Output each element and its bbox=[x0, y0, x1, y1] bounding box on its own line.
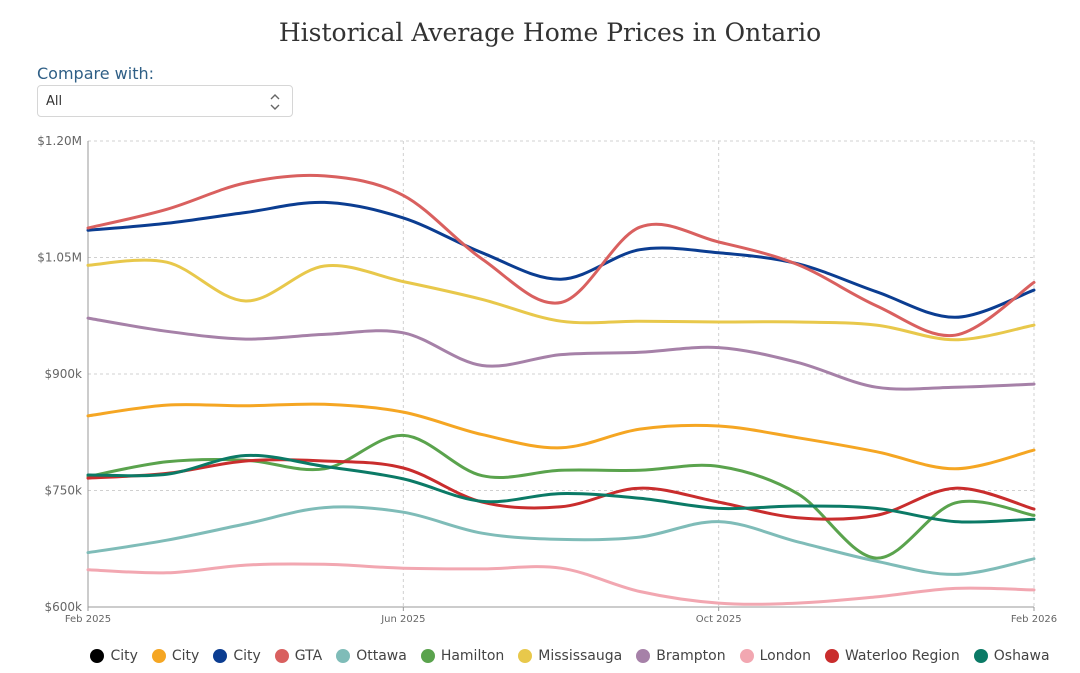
series-line-brampton-7[interactable] bbox=[86, 316, 1036, 391]
compare-select[interactable]: All bbox=[37, 85, 293, 117]
y-tick-label: $1.20M bbox=[37, 134, 82, 148]
y-tick-label: $600k bbox=[45, 600, 83, 614]
y-tick-label: $750k bbox=[45, 484, 83, 498]
legend-item[interactable]: Mississauga bbox=[518, 648, 622, 664]
legend-swatch-icon bbox=[420, 649, 435, 663]
legend-item[interactable]: Waterloo Region bbox=[824, 648, 960, 664]
legend: City City City GTA Ottawa Hamilton Mississauga… bbox=[90, 646, 1050, 666]
legend-label: Oshawa bbox=[993, 648, 1050, 664]
y-tick-label: $900k bbox=[45, 367, 83, 381]
series-line-ottawa-4[interactable] bbox=[86, 505, 1036, 576]
series-line-gta-3[interactable] bbox=[86, 173, 1036, 338]
legend-item[interactable]: Hamilton bbox=[420, 648, 505, 664]
legend-swatch-icon bbox=[739, 649, 754, 663]
x-tick-label: Feb 2025 bbox=[65, 614, 111, 625]
legend-item[interactable]: City bbox=[90, 648, 138, 664]
series-line-city-2[interactable] bbox=[86, 200, 1036, 319]
legend-label: Brampton bbox=[656, 648, 726, 664]
compare-label: Compare with: bbox=[37, 64, 154, 83]
legend-swatch-icon bbox=[518, 649, 533, 663]
compare-select-value: All bbox=[46, 94, 63, 109]
legend-item[interactable]: London bbox=[739, 648, 811, 664]
x-tick-label: Feb 2026 bbox=[1011, 614, 1057, 625]
series-line-city-1[interactable] bbox=[86, 402, 1036, 471]
y-tick-label: $1.05M bbox=[37, 251, 82, 265]
legend-swatch-icon bbox=[973, 649, 988, 663]
legend-swatch-icon bbox=[274, 649, 289, 663]
legend-swatch-icon bbox=[213, 649, 228, 663]
legend-item[interactable]: City bbox=[213, 648, 261, 664]
legend-label: City bbox=[110, 648, 138, 664]
grid bbox=[87, 140, 1035, 608]
legend-label: Hamilton bbox=[440, 648, 505, 664]
legend-label: Waterloo Region bbox=[844, 648, 960, 664]
legend-swatch-icon bbox=[151, 649, 166, 663]
legend-label: City bbox=[171, 648, 200, 664]
legend-label: Ottawa bbox=[356, 648, 407, 664]
series-group bbox=[86, 173, 1036, 606]
chart-title: Historical Average Home Prices in Ontari… bbox=[278, 18, 822, 47]
series-line-mississauga-6[interactable] bbox=[86, 258, 1036, 342]
legend-item[interactable]: Oshawa bbox=[973, 648, 1050, 664]
x-tick-label: Oct 2025 bbox=[696, 614, 742, 625]
legend-item[interactable]: City bbox=[151, 648, 200, 664]
legend-label: GTA bbox=[294, 648, 323, 664]
legend-label: Mississauga bbox=[538, 648, 623, 664]
legend-item[interactable]: Ottawa bbox=[336, 648, 407, 664]
series-line-london-8[interactable] bbox=[86, 562, 1036, 606]
legend-item[interactable]: Brampton bbox=[636, 648, 726, 664]
axes: $600k $750k $900k $1.05M $1.20M Feb 2025 Jun 2… bbox=[37, 134, 1057, 625]
x-tick-label: Jun 2025 bbox=[380, 614, 425, 625]
legend-swatch-icon bbox=[824, 649, 839, 663]
legend-swatch-icon bbox=[90, 649, 105, 663]
series-line-oshawa-10[interactable] bbox=[86, 453, 1036, 524]
legend-swatch-icon bbox=[336, 649, 351, 663]
legend-label: City bbox=[233, 648, 261, 664]
chevron-up-down-icon bbox=[270, 94, 280, 110]
legend-item[interactable]: GTA bbox=[274, 648, 323, 664]
series-line-waterloo-region-9[interactable] bbox=[86, 458, 1036, 521]
legend-label: London bbox=[759, 648, 811, 664]
legend-swatch-icon bbox=[636, 649, 651, 663]
